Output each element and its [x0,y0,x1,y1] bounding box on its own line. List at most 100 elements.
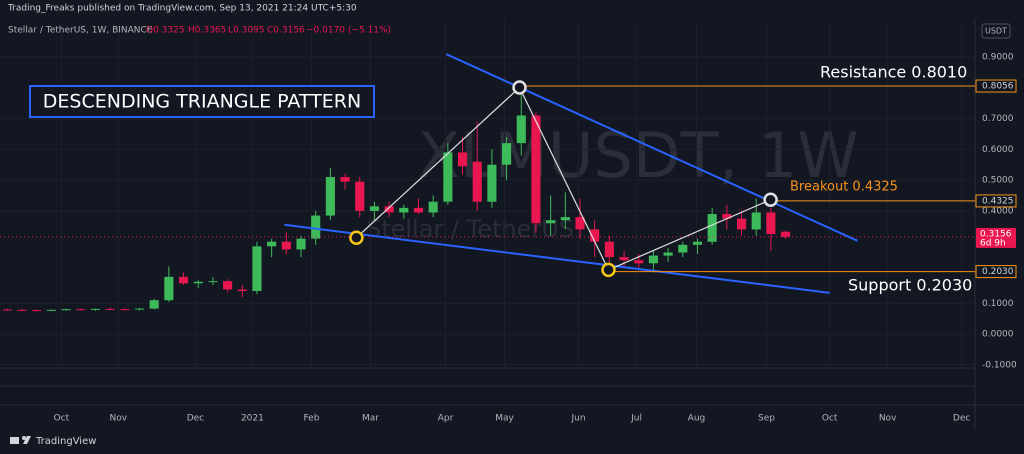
brand-logo [10,436,31,444]
candle-body [252,246,262,292]
publisher-line: Trading_Freaks published on TradingView.… [7,4,357,14]
candle-body [120,309,130,311]
candle-body [325,177,335,216]
y-tick-label: 0.5000 [982,176,1014,186]
y-tick-label: 0.9000 [982,52,1014,62]
y-tick-label: 0.1000 [982,299,1014,309]
x-tick-label: Jul [630,414,642,424]
x-tick-label: Apr [438,414,454,424]
candle-body [575,217,585,230]
last-price-tag [976,227,1016,248]
y-tick-label: 0.0000 [982,330,1014,340]
x-tick-label: Feb [303,414,319,424]
candle-body [134,308,145,310]
candle-body [384,206,394,213]
x-tick-label: Oct [54,414,70,424]
candle-body [149,300,159,309]
x-tick-label: May [495,414,514,424]
candle-body [472,161,482,202]
y-tick-label: -0.1000 [982,360,1017,370]
pattern-marker [349,230,364,245]
candle-body [736,218,747,230]
candle-body [648,255,658,264]
legend-symbol: Stellar / TetherUS, 1W, BINANCE [8,26,153,36]
candle-body [164,276,174,301]
candle-body [443,152,453,202]
candle-body [399,207,409,213]
x-tick-label: Dec [953,414,970,424]
legend-close: C0.3156 [267,26,305,36]
candle-body [531,115,541,224]
level-tag [975,265,1017,279]
pattern-line [355,86,771,271]
candle-body [546,220,556,224]
trendline [284,223,830,294]
candle-body [223,281,233,290]
x-tick-label: Sep [758,414,775,424]
candle-body [340,177,350,182]
candle-body [237,289,247,292]
level-tag [975,194,1017,208]
level-tag [975,79,1017,93]
candle-body [61,309,71,311]
candle-body [766,212,776,235]
candle-body [369,206,379,211]
candle-body [17,309,27,311]
legend-change: −0.0170 (−5.11%) [306,26,391,36]
title-box [29,85,375,118]
footer-brand: TradingView [35,436,96,447]
candle-body [692,241,703,245]
candle-body [634,260,644,264]
legend-open: O0.3325 [146,26,185,36]
pattern-marker [763,192,778,207]
candle-body [707,214,717,242]
x-tick-label: Dec [187,414,204,424]
x-tick-label: Aug [688,414,706,424]
last-price-label: 0.3156 [980,229,1012,239]
currency-box [981,23,1011,39]
candle-body [678,244,688,253]
candle-body [663,252,673,256]
candle-body [311,215,321,239]
y-tick-label: 0.6000 [982,145,1014,155]
last-price-countdown: 6d 9h [980,238,1006,248]
candle-body [590,229,600,242]
y-tick-label: 0.7000 [982,114,1014,124]
x-tick-label: Nov [879,414,897,424]
candle-body [193,281,203,284]
level-annotation: Breakout 0.4325 [790,180,898,195]
x-tick-label: Nov [110,414,128,424]
candle-body [560,217,570,221]
level-annotation: Resistance 0.8010 [820,63,967,82]
candle-body [355,181,365,211]
candle-body [619,257,629,261]
legend-high: H0.3365 [188,26,226,36]
candle-body [457,152,468,167]
candle-body [502,143,512,165]
candle-body [46,309,56,311]
x-tick-label: Oct [822,414,838,424]
candle-body [428,201,438,213]
candle-body [267,241,277,247]
candle-body [76,309,86,311]
candle-body [105,308,115,310]
level-label: 0.8056 [982,82,1014,92]
candle-body [296,238,306,250]
pattern-marker [601,262,616,278]
candle-body [90,308,100,310]
candle-body [722,214,732,219]
candle-body [208,281,218,283]
legend-low: L0.3095 [228,26,265,36]
candle-body [516,115,526,144]
plot [0,20,975,368]
level-annotation: Support 0.2030 [848,276,972,295]
level-label: 0.4325 [982,196,1014,206]
x-tick-label: 2021 [241,414,264,424]
x-tick-label: Mar [362,414,379,424]
candle-body [487,164,497,202]
pattern-marker [512,80,527,95]
chart-title: DESCENDING TRIANGLE PATTERN [43,91,361,113]
currency-label: USDT [985,27,1007,36]
